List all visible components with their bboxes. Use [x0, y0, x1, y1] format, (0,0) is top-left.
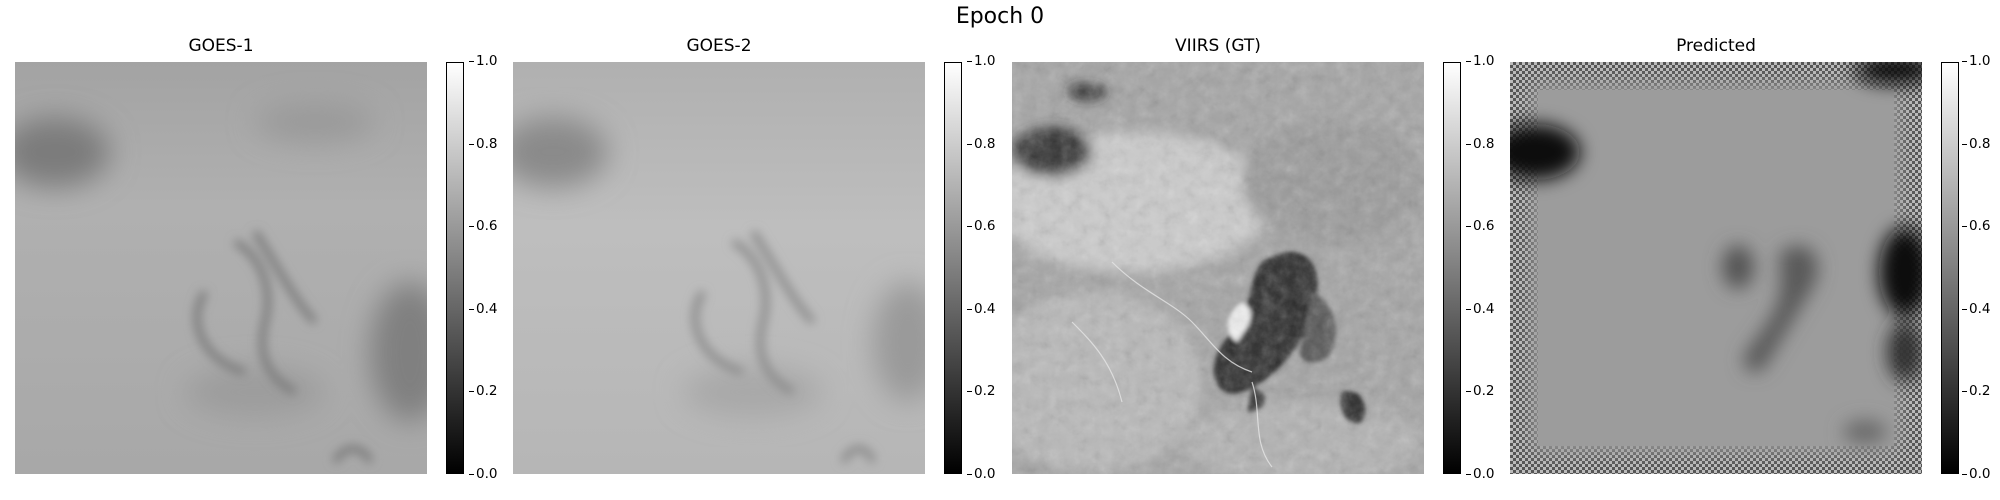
- predicted-image: [1510, 62, 1922, 474]
- panel-title-viirs-gt: VIIRS (GT): [1175, 36, 1261, 56]
- tick: 0.4: [966, 301, 996, 317]
- tick: 0.4: [1465, 301, 1495, 317]
- tick: 0.6: [468, 218, 498, 234]
- tick: 0.6: [1961, 218, 1991, 234]
- tick: 0.2: [1961, 383, 1991, 399]
- panel-title-predicted: Predicted: [1676, 36, 1756, 56]
- tick: 0.8: [1961, 136, 1991, 152]
- colorbar-2: [944, 62, 962, 474]
- viirs-gt-image: [1012, 62, 1424, 474]
- tick: 0.0: [966, 466, 996, 482]
- tick: 0.6: [1465, 218, 1495, 234]
- tick: 0.8: [1465, 136, 1495, 152]
- tick: 0.0: [468, 466, 498, 482]
- tick: 0.4: [468, 301, 498, 317]
- tick: 0.6: [966, 218, 996, 234]
- tick: 1.0: [1961, 53, 1991, 69]
- tick: 0.2: [468, 383, 498, 399]
- tick: 0.0: [1961, 466, 1991, 482]
- tick: 1.0: [1465, 53, 1495, 69]
- panel-title-goes-1: GOES-1: [188, 36, 254, 56]
- goes-1-image: [15, 62, 427, 474]
- panel-title-goes-2: GOES-2: [686, 36, 752, 56]
- figure-title: Epoch 0: [955, 4, 1045, 29]
- goes-2-image: [513, 62, 925, 474]
- tick: 0.8: [468, 136, 498, 152]
- tick: 0.4: [1961, 301, 1991, 317]
- colorbar-3: [1443, 62, 1461, 474]
- tick: 1.0: [966, 53, 996, 69]
- tick: 0.2: [966, 383, 996, 399]
- tick: 0.0: [1465, 466, 1495, 482]
- tick: 0.2: [1465, 383, 1495, 399]
- colorbar-1: [446, 62, 464, 474]
- tick: 0.8: [966, 136, 996, 152]
- colorbar-4: [1941, 62, 1959, 474]
- tick: 1.0: [468, 53, 498, 69]
